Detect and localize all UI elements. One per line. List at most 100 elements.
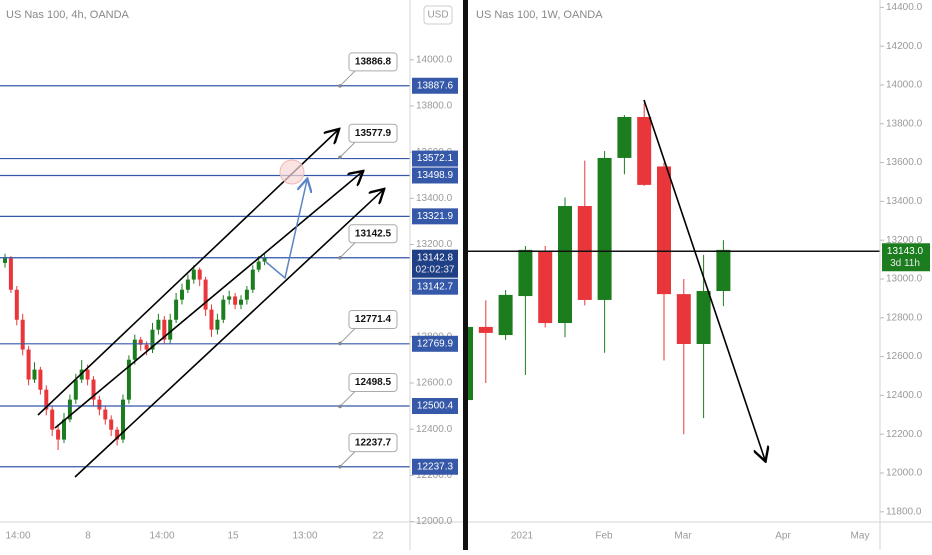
candle-body bbox=[185, 279, 190, 290]
price-label-box bbox=[412, 249, 458, 278]
y-tick-label: 13200.0 bbox=[416, 239, 453, 250]
callout-box bbox=[348, 309, 398, 329]
callout-pointer bbox=[339, 140, 357, 158]
currency-button[interactable] bbox=[423, 5, 453, 25]
y-tick-label: 14000.0 bbox=[416, 54, 453, 65]
callout-pointer bbox=[339, 450, 357, 468]
y-tick-label: 13000.0 bbox=[886, 274, 923, 285]
x-tick-label: Apr bbox=[775, 531, 791, 542]
x-tick-label: 14:00 bbox=[5, 531, 30, 542]
level-label: 13142.7 bbox=[417, 281, 454, 292]
y-tick-label: 14400.0 bbox=[886, 2, 923, 13]
candle-body bbox=[657, 166, 671, 295]
y-tick-label: 12000.0 bbox=[416, 516, 453, 527]
candle-body bbox=[221, 299, 226, 320]
callout-box bbox=[348, 224, 398, 244]
level-label: 13572.1 bbox=[417, 153, 454, 164]
candle-body bbox=[156, 319, 161, 330]
candle-body bbox=[44, 389, 49, 410]
y-tick-label: 12600.0 bbox=[416, 378, 453, 389]
callout-pointer bbox=[339, 241, 357, 259]
left-drawings bbox=[37, 130, 383, 478]
candle-body bbox=[38, 369, 43, 390]
candle-body bbox=[203, 279, 208, 310]
callout-anchor bbox=[338, 404, 342, 409]
candle-body bbox=[597, 157, 612, 300]
candle-body bbox=[20, 319, 25, 350]
callout-anchor bbox=[338, 341, 342, 346]
candle-body bbox=[150, 329, 155, 350]
candle-body bbox=[56, 429, 61, 440]
chart-title: US Nas 100, 1W, OANDA bbox=[476, 9, 603, 21]
x-tick-label: 13:00 bbox=[292, 531, 317, 542]
x-tick-label: May bbox=[851, 531, 870, 542]
level-label-box bbox=[412, 458, 458, 475]
callout-label: 12237.7 bbox=[355, 437, 392, 448]
candle-body bbox=[144, 344, 149, 350]
candle-body bbox=[191, 269, 196, 280]
x-tick-label: 8 bbox=[85, 531, 91, 542]
candle-body bbox=[180, 289, 184, 300]
candle-body bbox=[138, 339, 143, 345]
right-drawings bbox=[643, 99, 765, 460]
callout-label: 13577.9 bbox=[355, 128, 392, 139]
x-tick-label: 14:00 bbox=[149, 531, 174, 542]
candle-body bbox=[109, 419, 114, 430]
callout-label: 13886.8 bbox=[355, 57, 392, 68]
candle-body bbox=[132, 339, 137, 360]
candle-body bbox=[26, 349, 31, 380]
y-tick-label: 12000.0 bbox=[886, 468, 923, 479]
callout-label: 12498.5 bbox=[355, 377, 392, 388]
callout-label: 12771.4 bbox=[355, 314, 392, 325]
x-tick-label: Mar bbox=[674, 531, 692, 542]
candle-body bbox=[3, 258, 7, 263]
y-tick-label: 13600.0 bbox=[886, 157, 923, 168]
x-tick-label: 15 bbox=[227, 531, 239, 542]
currency: USD bbox=[427, 10, 448, 21]
pane-divider bbox=[463, 0, 468, 550]
level-label-box bbox=[412, 150, 458, 167]
candle-body bbox=[233, 296, 238, 305]
channel-line bbox=[54, 172, 362, 429]
y-tick-label: 12600.0 bbox=[886, 351, 923, 362]
candle-body bbox=[244, 289, 249, 300]
candle-body bbox=[91, 379, 96, 400]
level-label-box bbox=[412, 77, 458, 94]
level-label: 12500.4 bbox=[417, 401, 454, 412]
candle-body bbox=[262, 257, 267, 262]
candle-body bbox=[676, 294, 691, 344]
level-label: 13498.9 bbox=[417, 170, 454, 181]
candle-body bbox=[126, 359, 131, 400]
level-label-box bbox=[412, 278, 458, 295]
candle-body bbox=[50, 409, 55, 430]
trend-arrow bbox=[643, 99, 765, 460]
candle-body bbox=[197, 269, 202, 280]
y-tick-label: 11800.0 bbox=[886, 506, 922, 517]
countdown: 02:02:37 bbox=[416, 264, 455, 275]
y-tick-label: 13400.0 bbox=[886, 196, 923, 207]
callout-box bbox=[348, 123, 398, 143]
candle-body bbox=[250, 269, 255, 290]
y-tick-label: 13800.0 bbox=[886, 118, 923, 129]
projection-arrow bbox=[265, 180, 307, 280]
level-label: 13887.6 bbox=[417, 80, 454, 91]
callout-anchor bbox=[338, 464, 342, 469]
y-tick-label: 12800.0 bbox=[886, 312, 923, 323]
candle-body bbox=[168, 319, 173, 340]
target-circle bbox=[279, 159, 305, 185]
candle-body bbox=[468, 326, 473, 401]
callout-anchor bbox=[338, 84, 342, 88]
y-tick-label: 13200.0 bbox=[886, 235, 923, 246]
callout-box bbox=[348, 372, 398, 392]
callout-pointer bbox=[339, 390, 357, 407]
callout-box bbox=[348, 433, 398, 453]
level-label-box bbox=[412, 208, 458, 225]
candle-body bbox=[121, 399, 125, 440]
candle-body bbox=[8, 258, 13, 290]
price-label: 13142.8 bbox=[417, 252, 454, 263]
candle-body bbox=[716, 249, 731, 292]
y-tick-label: 14000.0 bbox=[886, 80, 923, 91]
chart-title: US Nas 100, 4h, OANDA bbox=[6, 9, 130, 21]
candle-body bbox=[174, 299, 179, 320]
